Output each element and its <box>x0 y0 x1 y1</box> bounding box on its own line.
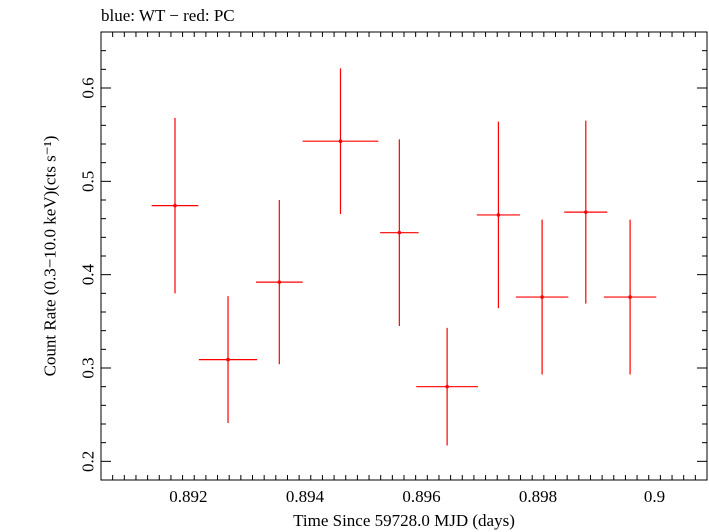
data-point <box>476 121 520 309</box>
data-marker <box>584 210 588 214</box>
data-point <box>302 68 379 214</box>
y-tick-label: 0.2 <box>79 451 98 472</box>
y-tick-label: 0.3 <box>79 357 98 378</box>
y-axis-label: Count Rate (0.3−10.0 keV)(cts s⁻¹) <box>41 136 60 377</box>
data-marker <box>226 357 230 362</box>
x-tick-label: 0.892 <box>169 487 207 506</box>
data-point <box>416 327 479 446</box>
data-point <box>603 219 657 375</box>
data-marker <box>445 384 449 389</box>
x-tick-label: 0.896 <box>402 487 440 506</box>
data-point <box>564 120 608 304</box>
x-axis: 0.892 0.894 0.896 0.898 0.9 <box>100 32 708 506</box>
data-point <box>255 200 303 365</box>
y-tick-label: 0.4 <box>79 264 98 286</box>
chart-title: blue: WT − red: PC <box>101 6 235 25</box>
x-tick-label: 0.898 <box>519 487 557 506</box>
x-tick-label: 0.894 <box>286 487 325 506</box>
x-tick-label: 0.9 <box>644 487 665 506</box>
data-marker <box>397 230 402 235</box>
series-layer <box>151 68 657 446</box>
data-marker <box>277 280 282 284</box>
y-tick-label: 0.5 <box>79 171 98 192</box>
y-axis: 0.2 0.3 0.4 0.5 0.6 <box>79 31 707 481</box>
data-marker <box>496 213 501 217</box>
data-point <box>515 219 569 375</box>
x-axis-label: Time Since 59728.0 MJD (days) <box>293 511 515 530</box>
data-point <box>198 296 258 424</box>
data-point <box>151 117 199 294</box>
data-marker <box>338 139 343 143</box>
y-tick-label: 0.6 <box>79 77 98 98</box>
plot-frame <box>100 31 708 481</box>
data-marker <box>540 295 544 299</box>
data-point <box>380 139 419 326</box>
data-marker <box>628 295 632 299</box>
data-marker <box>173 203 177 208</box>
